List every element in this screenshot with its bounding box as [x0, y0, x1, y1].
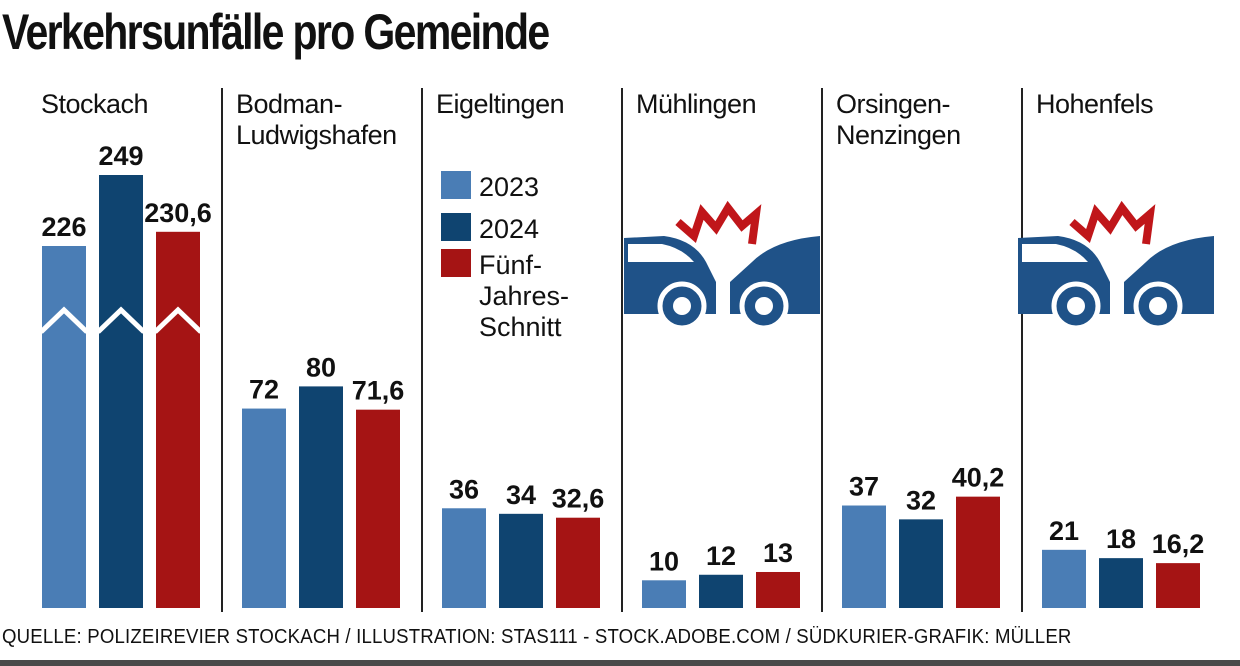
category-label: Bodman-	[236, 89, 342, 119]
bar	[42, 246, 86, 608]
bar	[1156, 563, 1200, 608]
axis-break-mark	[153, 306, 203, 334]
category-label: Mühlingen	[636, 89, 756, 119]
bars	[39, 175, 1200, 609]
data-label: 32,6	[552, 484, 605, 514]
data-label: 249	[98, 141, 143, 171]
bar	[842, 505, 886, 608]
bar	[156, 231, 200, 609]
panel-dividers	[221, 88, 1023, 612]
bar	[242, 408, 286, 608]
data-label: 37	[849, 472, 879, 502]
car-window	[628, 244, 694, 262]
legend-swatch	[441, 213, 471, 241]
category-label: Hohenfels	[1036, 89, 1153, 119]
bar	[99, 175, 143, 608]
car-window	[1022, 244, 1088, 262]
data-label: 10	[649, 546, 679, 576]
data-label: 36	[449, 474, 479, 504]
chart-title: Verkehrsunfälle pro Gemeinde	[2, 4, 550, 60]
wheel-hub	[1067, 297, 1085, 315]
bar	[442, 508, 486, 608]
category-label: Nenzingen	[836, 120, 961, 150]
bar	[299, 386, 343, 608]
legend-label: Fünf-	[479, 250, 542, 280]
legend-swatch	[441, 249, 471, 277]
bar	[1099, 558, 1143, 608]
bar	[699, 574, 743, 608]
data-label: 226	[41, 212, 86, 242]
bar	[499, 513, 543, 608]
legend-label: Schnitt	[479, 312, 562, 342]
bar	[756, 571, 800, 608]
data-label: 18	[1106, 524, 1136, 554]
crash-spark	[675, 200, 762, 245]
category-label: Ludwigshafen	[236, 120, 397, 150]
legend-label: 2024	[479, 214, 539, 244]
data-label: 34	[506, 480, 536, 510]
bottom-rule	[0, 660, 1240, 666]
category-label: Orsingen-	[836, 89, 950, 119]
source-credit: QUELLE: POLIZEIREVIER STOCKACH / ILLUSTR…	[2, 626, 1072, 648]
bar	[956, 496, 1000, 608]
data-label: 40,2	[952, 463, 1005, 493]
bar	[556, 517, 600, 608]
data-label: 230,6	[144, 198, 212, 228]
data-label: 21	[1049, 516, 1079, 546]
car-crash-icon	[624, 200, 820, 331]
legend-label: Jahres-	[479, 281, 569, 311]
legend: 2023 2024 Fünf-Jahres-Schnitt	[441, 171, 569, 342]
bar	[642, 580, 686, 608]
data-label: 72	[249, 375, 279, 405]
wheel-hub	[1149, 297, 1167, 315]
wheel-hub	[673, 297, 691, 315]
data-label: 12	[706, 541, 736, 571]
axis-break-mark	[96, 306, 146, 334]
category-label: Eigeltingen	[436, 89, 564, 119]
data-label: 16,2	[1152, 529, 1205, 559]
data-label: 80	[306, 352, 336, 382]
legend-swatch	[441, 171, 471, 199]
wheel-hub	[755, 297, 773, 315]
data-label: 32	[906, 485, 936, 515]
car-crash-icon	[1018, 200, 1214, 331]
crash-spark	[1069, 200, 1156, 245]
illustrations	[624, 200, 1214, 331]
data-label: 13	[763, 538, 793, 568]
bar	[356, 409, 400, 608]
bar	[1042, 549, 1086, 608]
category-label: Stockach	[41, 89, 148, 119]
legend-label: 2023	[479, 172, 539, 202]
bar	[899, 519, 943, 608]
data-label: 71,6	[352, 376, 405, 406]
axis-break-mark	[39, 306, 89, 334]
